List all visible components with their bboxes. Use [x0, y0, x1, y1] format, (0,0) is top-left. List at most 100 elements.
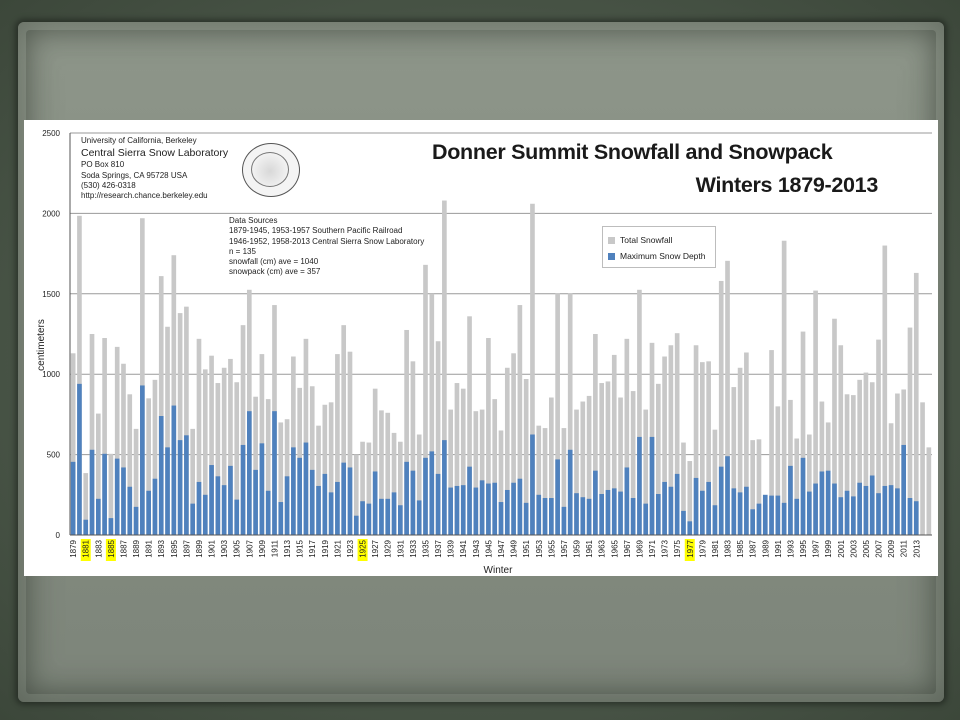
x-tick-label: 1937: [434, 539, 443, 557]
bar-max-snow-depth: [857, 482, 862, 535]
chart-title: Donner Summit Snowfall and Snowpack: [432, 140, 833, 164]
x-tick-label: 1953: [535, 539, 544, 557]
bar-max-snow-depth: [108, 518, 114, 535]
bar-max-snow-depth: [762, 494, 768, 535]
x-tick-label: 1987: [749, 539, 758, 557]
legend-label-depth: Maximum Snow Depth: [620, 251, 706, 261]
bar-max-snow-depth: [114, 458, 120, 535]
bar-total-snowfall: [857, 379, 862, 535]
bar-max-snow-depth: [473, 487, 479, 535]
highlight-marker: [357, 539, 368, 561]
bar-total-snowfall: [511, 353, 516, 535]
bar-total-snowfall: [794, 438, 800, 535]
x-tick-label: 1931: [396, 539, 405, 557]
bar-max-snow-depth: [844, 490, 850, 535]
bar-max-snow-depth: [674, 473, 680, 535]
highlight-marker: [684, 539, 695, 561]
bar-max-snow-depth: [586, 498, 592, 535]
bar-max-snow-depth: [410, 470, 416, 535]
bar-max-snow-depth: [190, 503, 196, 535]
bar-total-snowfall: [882, 245, 888, 535]
x-tick-label: 1943: [472, 539, 481, 557]
bar-max-snow-depth: [901, 444, 907, 535]
bar-total-snowfall: [448, 409, 453, 535]
bar-total-snowfall: [662, 356, 667, 535]
bar-total-snowfall: [530, 203, 535, 535]
bar-total-snowfall: [391, 432, 397, 535]
x-tick-label: 1903: [220, 539, 229, 557]
bar-max-snow-depth: [806, 491, 812, 535]
bar-total-snowfall: [209, 355, 214, 535]
bar-total-snowfall: [372, 388, 378, 535]
bar-max-snow-depth: [335, 481, 340, 535]
bar-max-snow-depth: [133, 506, 139, 535]
bar-max-snow-depth: [907, 498, 913, 535]
bar-total-snowfall: [152, 379, 158, 535]
bar-total-snowfall: [486, 338, 491, 535]
bar-max-snow-depth: [649, 436, 655, 535]
bar-max-snow-depth: [253, 469, 258, 535]
bar-max-snow-depth: [435, 473, 441, 535]
bar-total-snowfall: [196, 338, 202, 535]
bar-max-snow-depth: [517, 478, 523, 535]
x-tick-label: 1991: [774, 539, 783, 557]
bar-total-snowfall: [202, 369, 208, 535]
x-tick-label: 1967: [623, 539, 632, 557]
bar-max-snow-depth: [272, 411, 277, 535]
x-tick-label: 1897: [182, 539, 191, 557]
x-tick-label: 1927: [371, 539, 380, 557]
x-tick-label: 2013: [912, 539, 921, 557]
bar-total-snowfall: [580, 401, 586, 535]
x-tick-label: 1969: [635, 539, 644, 557]
bar-total-snowfall: [624, 338, 630, 535]
legend-item-depth: Maximum Snow Depth: [608, 251, 706, 261]
bar-total-snowfall: [549, 397, 554, 535]
bar-total-snowfall: [725, 260, 730, 535]
website-line: http://research.chance.berkeley.edu: [81, 191, 208, 201]
bar-total-snowfall: [95, 413, 101, 535]
x-axis-label: Winter: [484, 565, 514, 576]
bar-total-snowfall: [366, 442, 372, 535]
x-tick-label: 1907: [245, 539, 254, 557]
bar-max-snow-depth: [448, 487, 453, 535]
bar-total-snowfall: [416, 434, 422, 535]
bar-max-snow-depth: [888, 485, 894, 535]
bar-max-snow-depth: [353, 515, 359, 535]
bar-total-snowfall: [781, 240, 787, 535]
legend-item-total: Total Snowfall: [608, 235, 672, 245]
bar-max-snow-depth: [549, 498, 554, 535]
bar-max-snow-depth: [574, 493, 579, 535]
bar-total-snowfall: [234, 382, 240, 535]
bar-max-snow-depth: [706, 481, 711, 535]
bar-total-snowfall: [750, 440, 756, 535]
x-tick-label: 1939: [447, 539, 456, 557]
bar-total-snowfall: [907, 327, 913, 535]
bar-max-snow-depth: [83, 519, 89, 535]
x-tick-label: 1997: [812, 539, 821, 557]
bar-max-snow-depth: [756, 503, 762, 535]
bar-max-snow-depth: [391, 492, 397, 535]
bar-total-snowfall: [140, 218, 145, 535]
bar-total-snowfall: [341, 325, 347, 535]
x-tick-label: 1979: [698, 539, 707, 557]
highlight-marker: [80, 539, 91, 561]
bar-max-snow-depth: [681, 510, 686, 535]
bar-total-snowfall: [700, 362, 705, 535]
bar-total-snowfall: [83, 473, 89, 535]
bar-max-snow-depth: [479, 480, 485, 535]
bar-total-snowfall: [265, 399, 271, 535]
bar-total-snowfall: [555, 292, 560, 535]
note-line: snowfall (cm) ave = 1040: [229, 257, 319, 267]
bar-total-snowfall: [593, 334, 598, 535]
bar-max-snow-depth: [794, 498, 800, 535]
bar-total-snowfall: [398, 441, 403, 535]
bar-total-snowfall: [385, 412, 391, 535]
bar-total-snowfall: [806, 434, 812, 535]
bar-max-snow-depth: [379, 498, 384, 535]
bar-max-snow-depth: [605, 489, 611, 535]
bar-total-snowfall: [687, 461, 693, 535]
bar-max-snow-depth: [291, 447, 296, 535]
bar-max-snow-depth: [171, 405, 177, 535]
x-tick-label: 1973: [661, 539, 670, 557]
bar-max-snow-depth: [165, 447, 170, 535]
